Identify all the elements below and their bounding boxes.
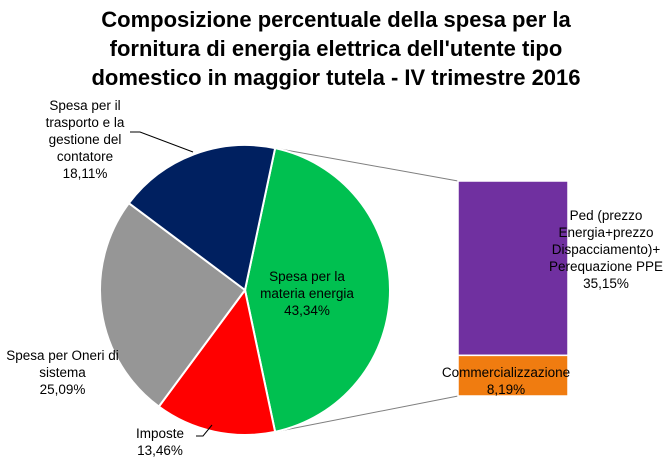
bar-segment-commercializzazione	[457, 354, 569, 397]
bar-segment-ped	[457, 180, 569, 357]
connector-line-bottom	[275, 395, 459, 433]
label-line: Commercializzazione	[441, 365, 571, 380]
chart-title-line: domestico in maggior tutela - IV trimest…	[91, 65, 581, 90]
chart-title-line: fornitura di energia elettrica dell'uten…	[109, 36, 563, 61]
label-line: Dispacciamento)+	[551, 242, 661, 257]
leader-line-imposte	[196, 424, 213, 437]
label-line: Ped (prezzo	[569, 208, 643, 223]
slice-oneri-sistema	[99, 201, 247, 409]
data-label-imposte: Imposte 13,46%	[120, 425, 200, 459]
data-label-ped: Ped (prezzo Energia+prezzo Dispacciament…	[540, 207, 672, 292]
label-value: 43,34%	[284, 303, 330, 318]
label-line: materia energia	[260, 286, 354, 301]
label-line: Spesa per la	[269, 269, 345, 284]
label-value: 25,09%	[39, 382, 86, 397]
label-value: 8,19%	[486, 382, 526, 397]
label-line: Energia+prezzo	[558, 225, 654, 240]
data-label-trasporto: Spesa per il trasporto e la gestione del…	[30, 97, 140, 182]
data-label-oneri-sistema: Spesa per Oneri di sistema 25,09%	[0, 347, 125, 398]
slice-trasporto	[127, 144, 277, 292]
label-line: Spesa per Oneri di	[6, 348, 119, 363]
slice-imposte	[157, 287, 277, 436]
label-line: gestione del	[48, 132, 122, 147]
label-line: contatore	[56, 149, 114, 164]
label-value: 13,46%	[137, 443, 183, 458]
chart-title: Composizione percentuale della spesa per…	[0, 5, 672, 92]
data-label-commercializzazione: Commercializzazione 8,19%	[438, 364, 574, 398]
label-line: Perequazione PPE	[548, 259, 664, 274]
label-line: trasporto e la	[45, 115, 125, 130]
label-value: 35,15%	[583, 276, 629, 291]
chart-title-line: Composizione percentuale della spesa per…	[101, 7, 571, 32]
data-label-materia-energia: Spesa per la materia energia 43,34%	[252, 268, 362, 319]
connector-line-top	[275, 147, 459, 182]
label-value: 18,11%	[62, 166, 108, 181]
slice-materia-energia	[243, 146, 392, 434]
leader-line-trasporto	[130, 131, 194, 153]
label-line: Imposte	[135, 426, 185, 441]
label-line: Spesa per il	[49, 98, 121, 113]
label-line: sistema	[39, 365, 86, 380]
